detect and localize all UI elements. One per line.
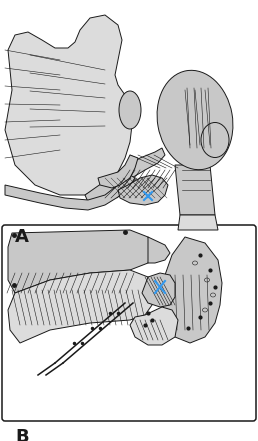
Polygon shape xyxy=(118,175,168,205)
Polygon shape xyxy=(98,155,138,188)
Polygon shape xyxy=(175,165,215,215)
Polygon shape xyxy=(162,237,222,343)
Polygon shape xyxy=(8,230,152,293)
FancyBboxPatch shape xyxy=(2,225,256,421)
Polygon shape xyxy=(148,237,170,263)
Ellipse shape xyxy=(157,70,233,170)
Text: B: B xyxy=(15,428,29,441)
Polygon shape xyxy=(142,273,175,307)
Polygon shape xyxy=(85,148,165,202)
Ellipse shape xyxy=(201,123,229,157)
Polygon shape xyxy=(5,175,135,210)
Polygon shape xyxy=(130,307,178,345)
Polygon shape xyxy=(5,15,132,195)
Polygon shape xyxy=(8,270,155,343)
Polygon shape xyxy=(178,215,218,230)
Text: A: A xyxy=(15,228,29,246)
Ellipse shape xyxy=(119,91,141,129)
